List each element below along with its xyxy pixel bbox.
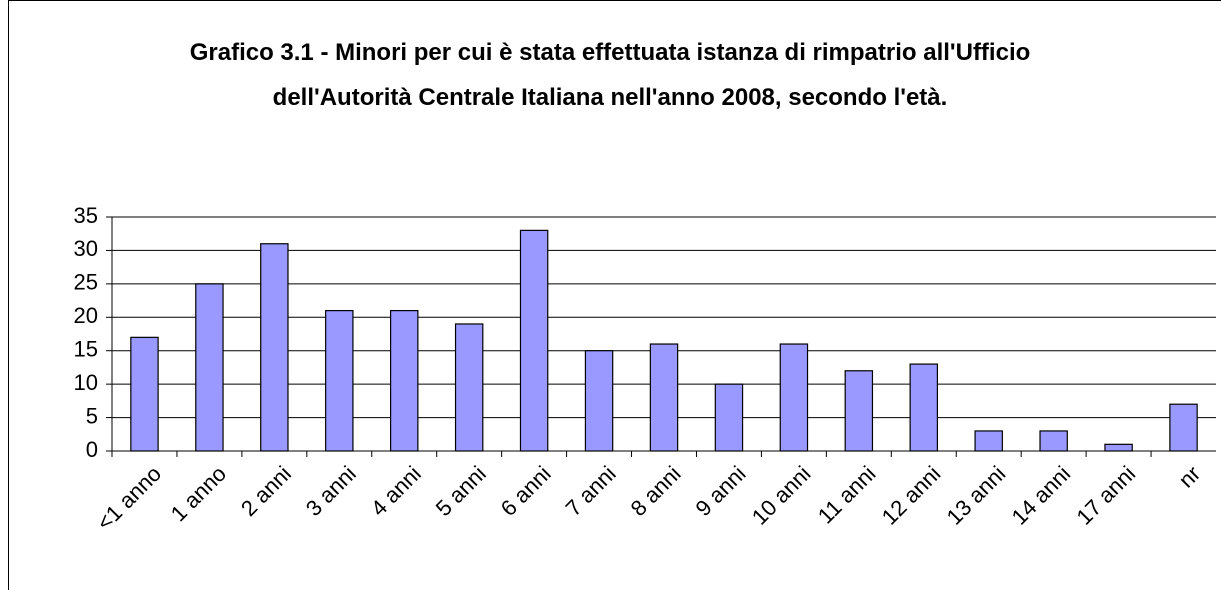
y-tick-label: 5 [86, 403, 98, 428]
x-tick-label: 6 anni [496, 461, 556, 521]
y-tick-label: 20 [74, 303, 98, 328]
bar [1169, 403, 1198, 452]
x-tick-label: 14 anni [1007, 461, 1076, 530]
x-tick-label: 2 anni [236, 461, 296, 521]
bar [1104, 443, 1133, 452]
y-tick-label: 25 [74, 270, 98, 295]
x-tick-label: 17 anni [1072, 461, 1141, 530]
bar [584, 350, 614, 452]
bar [1039, 430, 1068, 452]
bar [909, 363, 939, 452]
x-tick-label: 13 anni [942, 461, 1011, 530]
bar [779, 343, 809, 452]
bar [389, 310, 419, 452]
bar [519, 229, 549, 452]
x-tick-label: <1 anno [92, 461, 166, 535]
x-tick-label: nr [1174, 461, 1206, 493]
x-tick-label: 4 anni [366, 461, 426, 521]
bar [195, 283, 224, 452]
y-tick-label: 15 [74, 337, 98, 362]
y-tick-label: 10 [74, 370, 98, 395]
bar [454, 323, 484, 452]
x-tick-label: 3 anni [301, 461, 361, 521]
bar [649, 343, 679, 452]
x-tick-label: 8 anni [626, 461, 686, 521]
y-tick-label: 35 [74, 203, 98, 228]
bar [130, 336, 159, 452]
bar [260, 243, 289, 452]
x-tick-label: 12 anni [877, 461, 946, 530]
x-tick-label: 7 anni [561, 461, 621, 521]
bar [325, 310, 354, 452]
bar [974, 430, 1003, 452]
y-tick-label: 30 [74, 236, 98, 261]
x-tick-label: 9 anni [691, 461, 751, 521]
x-tick-label: 11 anni [813, 461, 881, 529]
bar [714, 383, 744, 452]
y-tick-label: 0 [86, 437, 98, 462]
x-tick-label: 5 anni [431, 461, 491, 521]
x-tick-label: 1 anno [166, 461, 231, 526]
x-tick-label: 10 anni [747, 461, 816, 530]
bar [844, 370, 874, 452]
chart-title: Grafico 3.1 - Minori per cui è stata eff… [189, 39, 1031, 111]
